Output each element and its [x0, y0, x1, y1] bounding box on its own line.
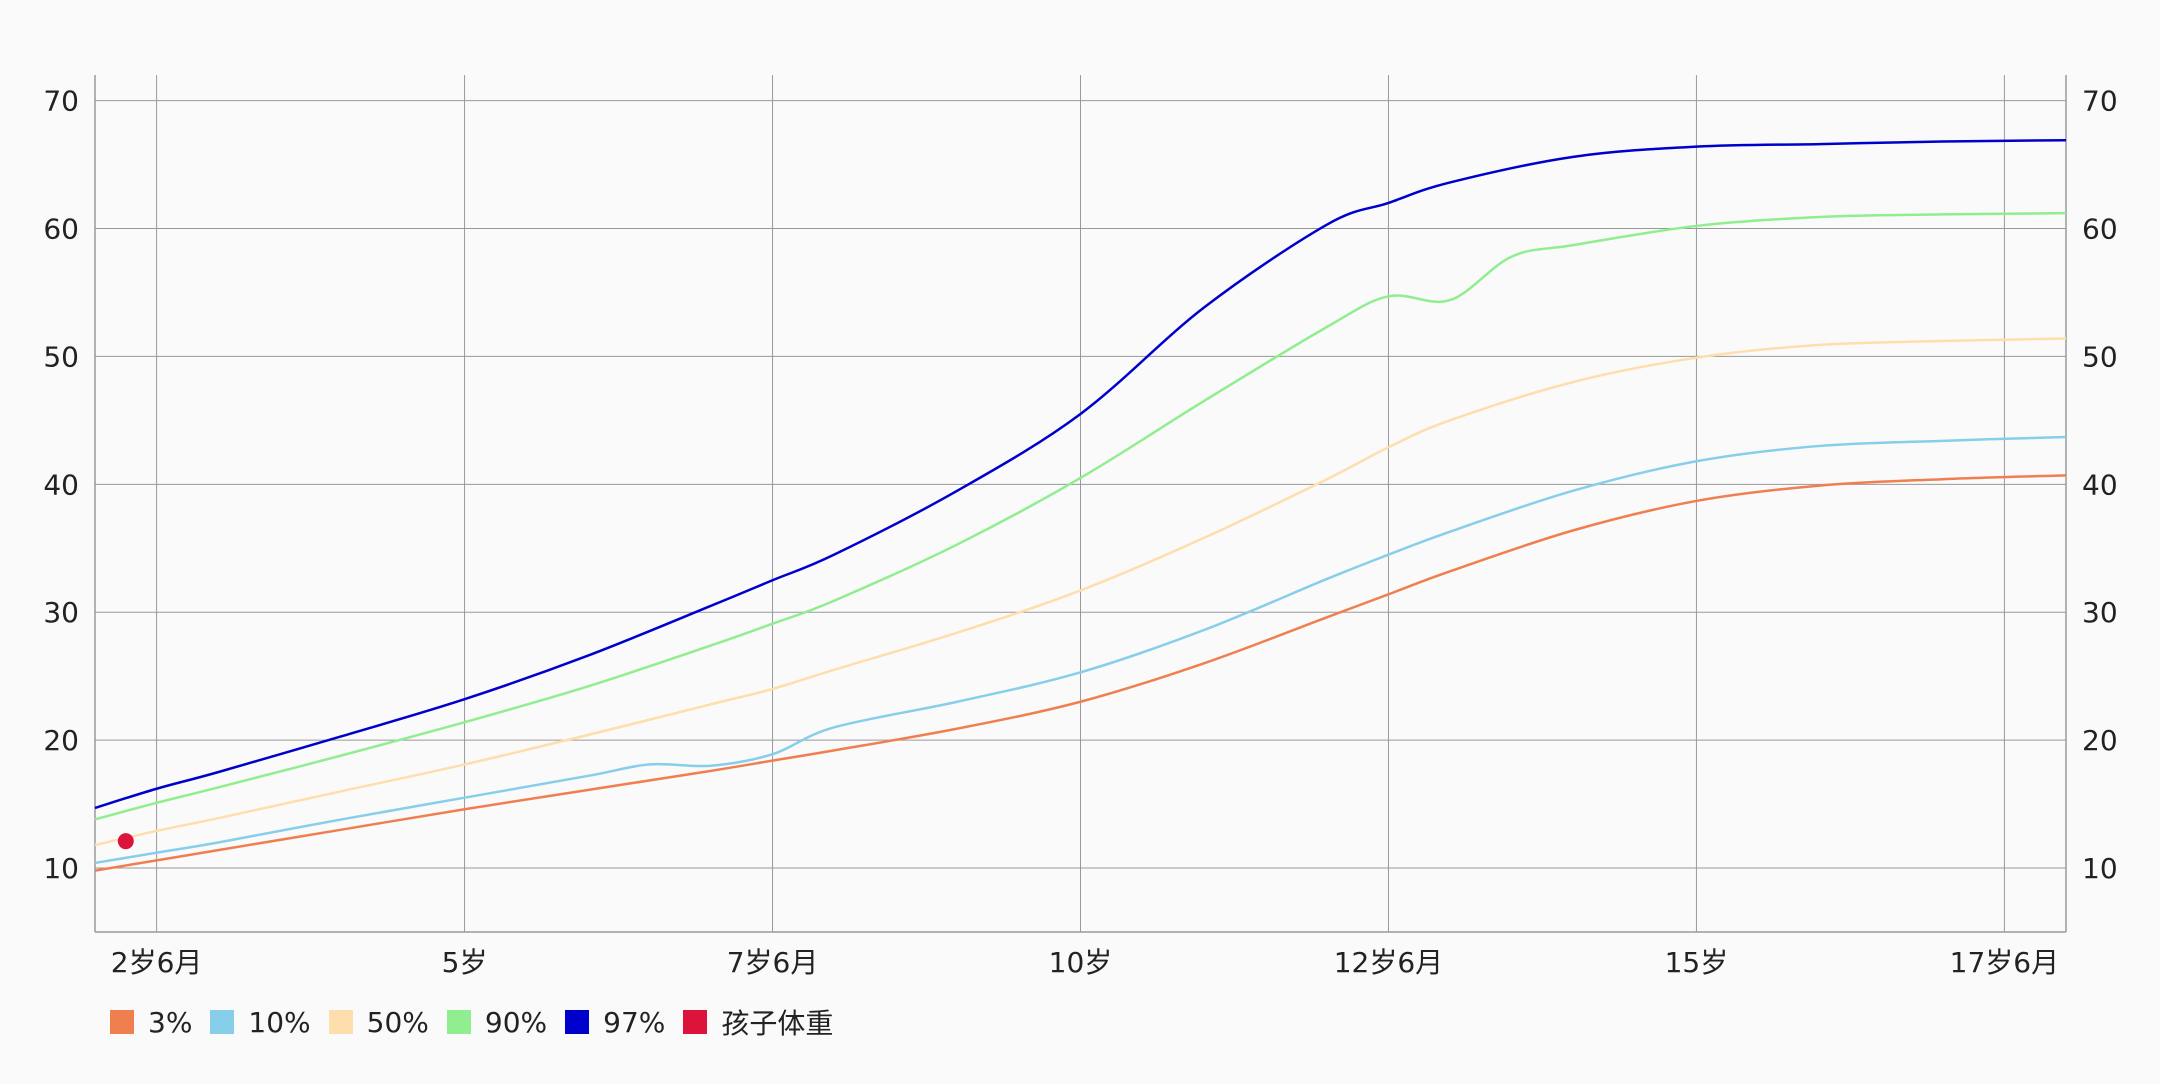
legend-item: 10% — [210, 1005, 311, 1039]
x-tick-label: 7岁6月 — [727, 946, 819, 979]
x-tick-label: 12岁6月 — [1334, 946, 1443, 979]
grid-layer — [94, 75, 2067, 933]
child-weight-point — [117, 833, 134, 850]
legend-item: 50% — [328, 1005, 429, 1039]
series-line-3pct — [94, 474, 2067, 872]
x-tick-label: 17岁6月 — [1950, 946, 2059, 979]
legend-swatch — [565, 1010, 590, 1034]
legend-swatch — [110, 1010, 134, 1034]
legend-swatch — [446, 1010, 471, 1034]
y-tick-label-right: 40 — [2082, 468, 2118, 501]
y-tick-label-right: 10 — [2082, 852, 2118, 885]
legend-label: 90% — [484, 1005, 548, 1039]
y-tick-label-right: 50 — [2082, 340, 2118, 373]
x-tick-label: 10岁 — [1049, 946, 1113, 979]
legend-item: 90% — [446, 1005, 548, 1039]
series-layer — [94, 138, 2067, 872]
y-tick-label-left: 70 — [43, 85, 79, 118]
y-tick-label-right: 20 — [2082, 724, 2118, 757]
legend-swatch — [210, 1010, 235, 1034]
y-tick-label-left: 10 — [43, 852, 79, 885]
x-tick-label: 15岁 — [1665, 946, 1729, 979]
legend-swatch — [683, 1010, 708, 1034]
y-tick-label-left: 50 — [43, 340, 79, 373]
y-tick-label-right: 60 — [2082, 212, 2118, 245]
y-tick-label-left: 60 — [43, 212, 79, 245]
chart-legend: 3% 10% 50% 90% 97% 孩子体重 — [110, 1002, 851, 1042]
series-line-90pct — [94, 211, 2067, 821]
series-line-10pct — [94, 435, 2067, 865]
x-tick-label: 2岁6月 — [111, 946, 203, 979]
legend-item: 3% — [110, 1006, 192, 1039]
y-tick-label-left: 40 — [43, 468, 79, 501]
legend-label: 97% — [603, 1005, 666, 1039]
series-line-97pct — [94, 138, 2067, 810]
legend-swatch — [328, 1010, 353, 1034]
legend-label: 孩子体重 — [721, 1007, 834, 1040]
x-tick-label: 5岁 — [442, 946, 488, 979]
tick-layer: 10 10 20 20 30 30 40 40 50 50 60 60 70 70 2岁6月 5岁 7岁6月 10… — [43, 85, 2117, 979]
series-line-50pct — [94, 337, 2067, 847]
legend-item: 97% — [565, 1006, 665, 1039]
y-tick-label-right: 70 — [2082, 85, 2118, 118]
points-layer — [117, 833, 134, 850]
y-tick-label-right: 30 — [2082, 596, 2118, 629]
y-tick-label-left: 30 — [43, 596, 79, 629]
legend-label: 10% — [248, 1005, 311, 1039]
legend-label: 50% — [366, 1005, 429, 1039]
legend-label: 3% — [148, 1005, 193, 1039]
y-tick-label-left: 20 — [43, 724, 79, 757]
legend-item: 孩子体重 — [683, 1002, 833, 1042]
